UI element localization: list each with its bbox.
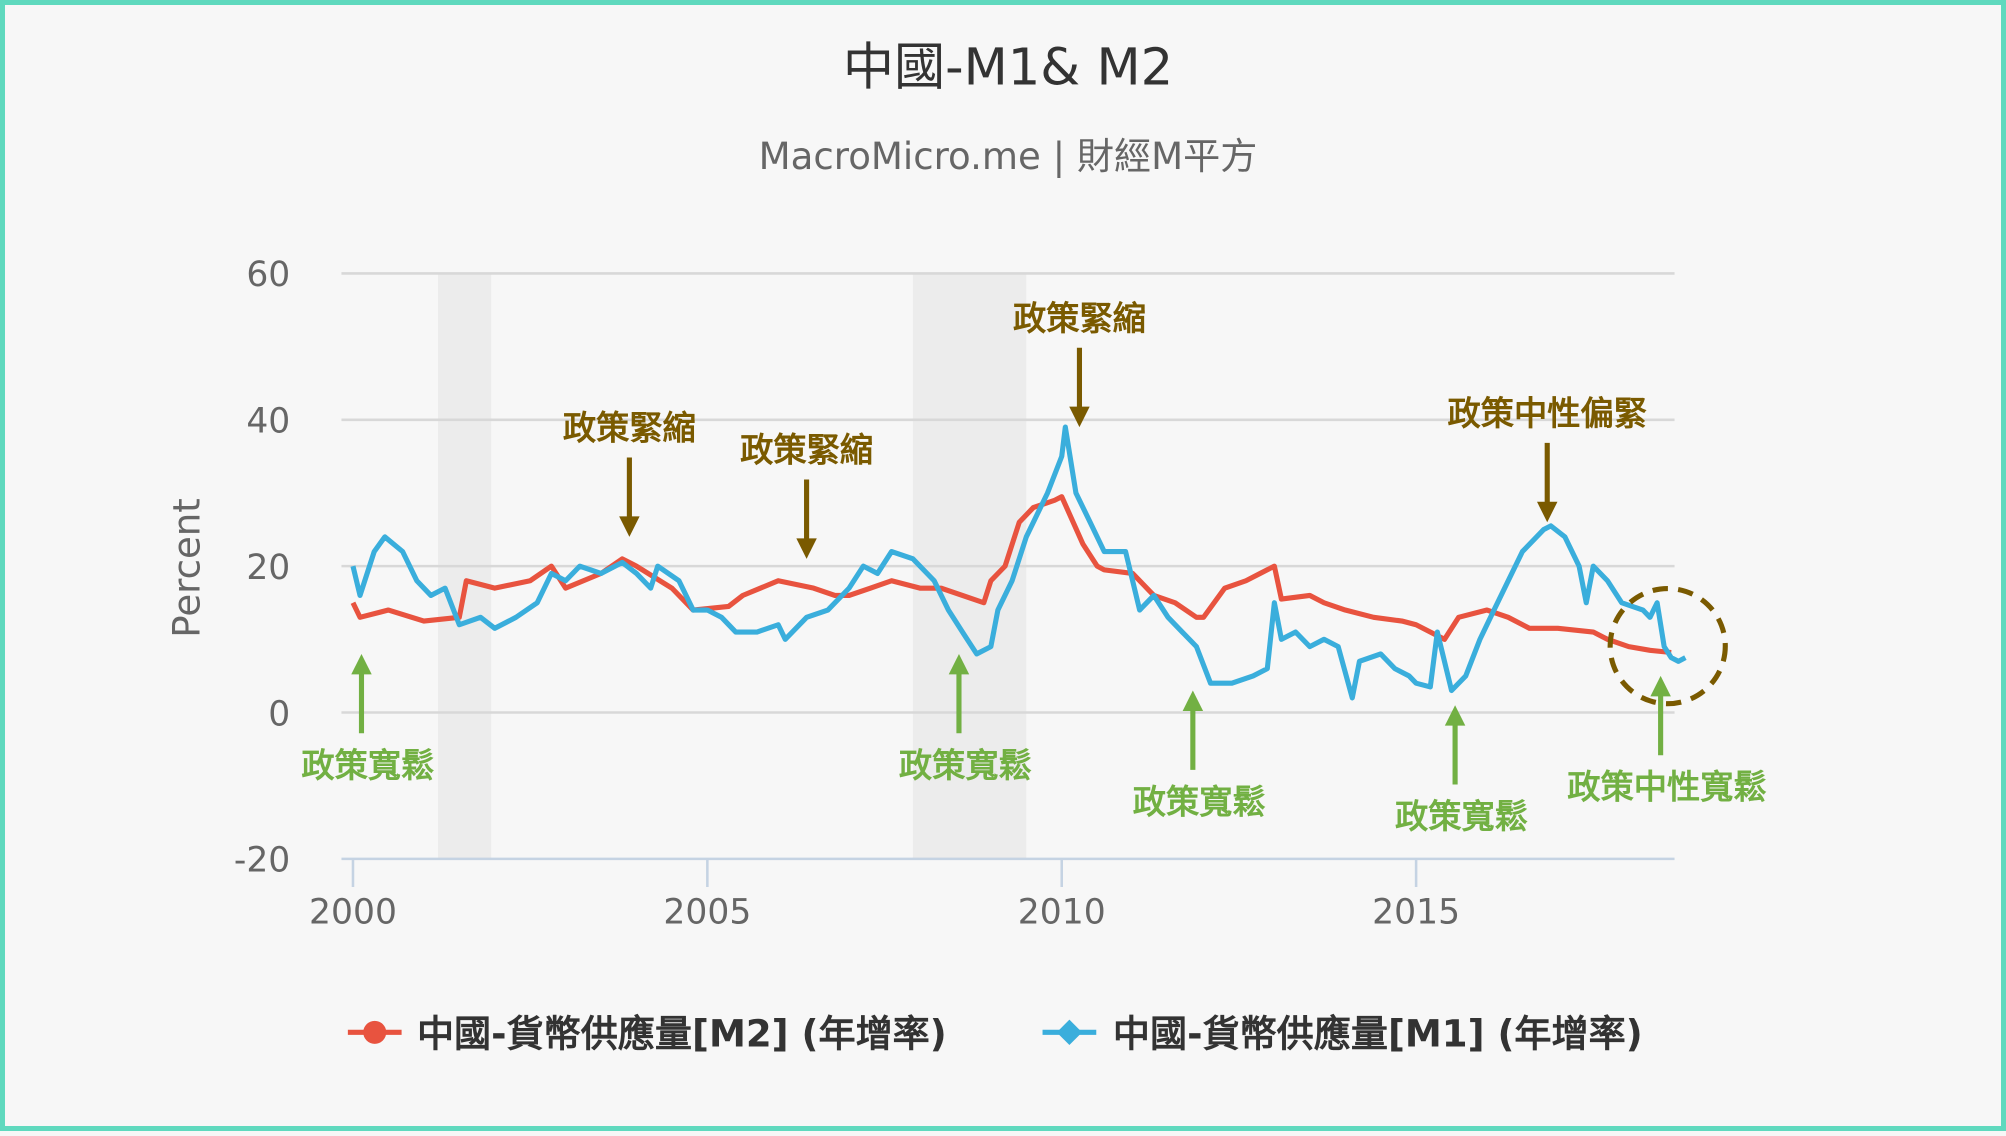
annotation-easing: 政策中性寬鬆 [1567,768,1767,807]
annotation-tightening: 政策緊縮 [740,431,873,470]
arrowhead-icon [1650,675,1671,697]
annotation-easing: 政策寬鬆 [301,746,434,785]
arrowhead-icon [1182,690,1204,712]
arrowhead-icon [1536,501,1558,523]
annotation-easing: 政策寬鬆 [1395,797,1528,836]
annotation-tightening: 政策緊縮 [1013,299,1146,338]
legend-marker-m2 [363,1020,387,1044]
annotation-easing: 政策寬鬆 [899,746,1032,785]
arrowhead-icon [796,538,817,559]
legend-marker-m1 [1056,1019,1083,1046]
annotation-easing: 政策寬鬆 [1133,782,1266,821]
y-tick-label: 20 [246,548,290,588]
arrowhead-icon [948,653,970,675]
y-axis-label: Percent [165,498,208,638]
arrowhead-icon [1444,705,1466,726]
x-tick-label: 2015 [1372,893,1460,933]
legend-label-m2: 中國-貨幣供應量[M2] (年增率) [417,1012,947,1055]
highlight-circle [1607,585,1728,707]
x-tick-label: 2010 [1018,893,1106,933]
legend-item-m1[interactable]: 中國-貨幣供應量[M1] (年增率) [1042,1012,1643,1055]
y-tick-label: 40 [246,402,290,442]
legend-label-m1: 中國-貨幣供應量[M1] (年增率) [1113,1012,1643,1055]
chart-title: 中國-M1& M2 [843,38,1173,97]
annotation-tightening: 政策緊縮 [563,409,696,448]
m1-series-line [350,424,1687,701]
x-tick-label: 2005 [663,893,751,933]
y-tick-label: 60 [246,255,290,295]
legend-item-m2[interactable]: 中國-貨幣供應量[M2] (年增率) [347,1012,947,1055]
arrowhead-icon [619,516,640,537]
y-tick-label: 0 [268,694,290,734]
arrowhead-icon [1069,406,1090,428]
x-tick-label: 2000 [309,893,397,933]
chart-subtitle: MacroMicro.me | 財經M平方 [759,135,1258,179]
annotation-tightening: 政策中性偏緊 [1447,394,1647,433]
y-tick-label: -20 [234,841,290,881]
arrowhead-icon [351,653,372,675]
